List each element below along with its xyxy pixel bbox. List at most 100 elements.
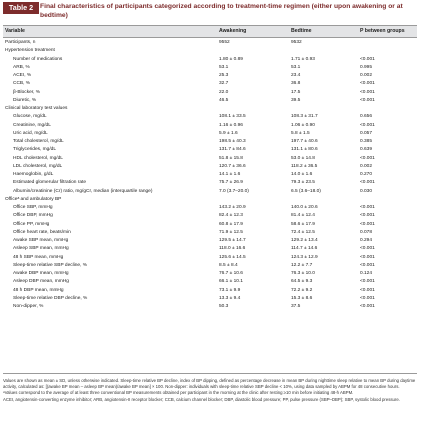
row-label: Clinical laboratory test values xyxy=(5,106,68,111)
table-row: 48 h DBP mean, mmHg 73.1 ± 9.9 72.2 ± 9.2 <… xyxy=(3,287,417,295)
awakening-value: 46.5 xyxy=(219,97,229,103)
header-p-value: P between groups xyxy=(360,28,405,34)
bedtime-value: 64.5 ± 9.3 xyxy=(291,279,313,285)
row-label: CCB, % xyxy=(13,81,31,87)
row-label: Albumin/creatinine (Cr) ratio, mg/gCr, m… xyxy=(13,188,153,194)
table-footnotes: Values are shown as mean ± SD, unless ot… xyxy=(3,378,417,403)
bedtime-value: 72.4 ± 12.5 xyxy=(291,229,315,235)
row-label: Non-dipper, % xyxy=(13,304,44,309)
bedtime-value: 124.3 ± 12.9 xyxy=(291,254,318,260)
p-value: <0.001 xyxy=(360,122,375,128)
table-row: Non-dipper, % 50.3 37.5 <0.001 xyxy=(3,303,417,311)
awakening-value: 120.7 ± 36.6 xyxy=(219,163,246,169)
row-label: 48 h DBP mean, mmHg xyxy=(13,287,64,293)
bedtime-value: 36.8 xyxy=(291,81,301,87)
table-row: Asleep DBP mean, mmHg 66.1 ± 10.1 64.5 ± 9… xyxy=(3,278,417,286)
awakening-value: 9552 xyxy=(219,40,230,45)
table-row: ACEI, % 25.3 23.4 0.002 xyxy=(3,72,417,80)
row-label: Sleep-time relative DBP decline, % xyxy=(13,295,88,301)
awakening-value: 8.5 ± 8.4 xyxy=(219,262,238,268)
table-row: LDL cholesterol, mg/dL 120.7 ± 36.6 118.2 … xyxy=(3,163,417,171)
row-label: Total cholesterol, mg/dL xyxy=(13,139,64,144)
bedtime-value: 15.3 ± 8.6 xyxy=(291,295,313,301)
p-value: 0.270 xyxy=(360,172,373,177)
table-row: HDL cholesterol, mg/dL 51.8 ± 15.8 53.0 ± … xyxy=(3,155,417,163)
row-label: Haemoglobin, g/dL xyxy=(13,172,54,177)
row-label: Office heart rate, beats/min xyxy=(13,229,71,235)
awakening-value: 198.5 ± 40.3 xyxy=(219,139,246,144)
row-label: Office PP, mmHg xyxy=(13,221,50,227)
awakening-value: 14.1 ± 1.6 xyxy=(219,172,241,177)
bedtime-value: 53.1 xyxy=(291,64,301,70)
row-label: Creatinine, mg/dL xyxy=(13,122,51,128)
p-value: <0.001 xyxy=(360,81,375,87)
p-value: <0.001 xyxy=(360,262,375,268)
table-row: Office PP, mmHg 60.8 ± 17.9 58.6 ± 17.9 <0.… xyxy=(3,221,417,229)
bedtime-value: 114.7 ± 14.6 xyxy=(291,246,318,252)
awakening-value: 66.1 ± 10.1 xyxy=(219,279,243,285)
bedtime-value: 58.6 ± 17.9 xyxy=(291,221,315,227)
p-value: 0.078 xyxy=(360,229,373,235)
p-value: <0.001 xyxy=(360,89,375,95)
bedtime-value: 118.2 ± 36.5 xyxy=(291,163,318,169)
bedtime-value: 39.5 xyxy=(291,97,301,103)
table-header-row: Variable Awakening Bedtime P between gro… xyxy=(3,25,417,38)
awakening-value: 13.3 ± 9.4 xyxy=(219,295,241,301)
table-row: β-Blocker, % 22.0 17.5 <0.001 xyxy=(3,89,417,97)
p-value: 0.124 xyxy=(360,271,373,276)
bedtime-value: 79.3 ± 23.5 xyxy=(291,180,315,186)
row-label: Awake SBP mean, mmHg xyxy=(13,238,69,243)
table-row: Sleep-time relative DBP decline, % 13.3 ±… xyxy=(3,295,417,303)
bedtime-value: 23.4 xyxy=(291,73,301,78)
table-row: Uric acid, mg/dL 5.9 ± 1.6 5.8 ± 1.5 0.057 xyxy=(3,130,417,138)
p-value: <0.001 xyxy=(360,221,375,227)
table-row: Awake SBP mean, mmHg 129.5 ± 14.7 129.2 ± … xyxy=(3,237,417,245)
footnote-divider xyxy=(3,373,417,374)
p-value: <0.001 xyxy=(360,287,375,293)
awakening-value: 73.1 ± 9.9 xyxy=(219,287,241,293)
row-label: Office DBP, mmHg xyxy=(13,213,53,219)
p-value: <0.001 xyxy=(360,213,375,219)
header-awakening: Awakening xyxy=(219,28,247,34)
table-row: Diuretic, % 46.5 39.5 <0.001 xyxy=(3,97,417,105)
footnote: ᵃValues correspond to the average of at … xyxy=(3,390,354,396)
awakening-value: 32.7 xyxy=(219,81,229,87)
row-label: Officeᵃ and ambulatory BP xyxy=(5,196,62,202)
section-row: Clinical laboratory test values xyxy=(3,105,417,113)
row-label: Office SBP, mmHg xyxy=(13,205,53,210)
table-row: CCB, % 32.7 36.8 <0.001 xyxy=(3,80,417,88)
bedtime-value: 17.5 xyxy=(291,89,301,95)
p-value: <0.001 xyxy=(360,155,375,161)
table-row: Glucose, mg/dL 108.1 ± 33.5 108.3 ± 31.7 0.… xyxy=(3,113,417,121)
table-row: Participants, n 9552 9532 xyxy=(3,39,417,47)
bedtime-value: 72.2 ± 9.2 xyxy=(291,287,313,293)
awakening-value: 1.80 ± 0.89 xyxy=(219,56,243,62)
row-label: Glucose, mg/dL xyxy=(13,114,47,120)
p-value: <0.001 xyxy=(360,97,375,103)
awakening-value: 75.7 ± 26.9 xyxy=(219,180,243,186)
row-label: ARB, % xyxy=(13,64,30,70)
bedtime-value: 1.71 ± 0.93 xyxy=(291,56,315,62)
awakening-value: 143.2 ± 20.9 xyxy=(219,205,246,210)
row-label: Sleep-time relative SBP decline, % xyxy=(13,262,88,268)
awakening-value: 125.6 ± 14.5 xyxy=(219,254,246,260)
section-row: Officeᵃ and ambulatory BP xyxy=(3,196,417,204)
p-value: 0.030 xyxy=(360,188,373,194)
table-title: Table 2 Final characteristics of partici… xyxy=(0,0,422,23)
table-number-badge: Table 2 xyxy=(3,2,39,14)
awakening-value: 5.9 ± 1.6 xyxy=(219,130,238,136)
table-row: Estimated glomerular filtration rate 75.7… xyxy=(3,179,417,187)
awakening-value: 131.7 ± 84.6 xyxy=(219,147,246,153)
row-label: β-Blocker, % xyxy=(13,89,41,95)
p-value: 0.385 xyxy=(360,139,373,144)
p-value: <0.001 xyxy=(360,304,375,309)
table-row: Creatinine, mg/dL 1.16 ± 0.96 1.06 ± 0.90 <… xyxy=(3,122,417,130)
awakening-value: 1.16 ± 0.96 xyxy=(219,122,243,128)
awakening-value: 76.7 ± 10.6 xyxy=(219,271,243,276)
bedtime-value: 53.0 ± 14.8 xyxy=(291,155,315,161)
row-label: Triglycerides, mg/dL xyxy=(13,147,57,153)
header-variable: Variable xyxy=(5,28,25,34)
p-value: 0.294 xyxy=(360,238,373,243)
row-label: Hypertension treatment xyxy=(5,48,55,54)
